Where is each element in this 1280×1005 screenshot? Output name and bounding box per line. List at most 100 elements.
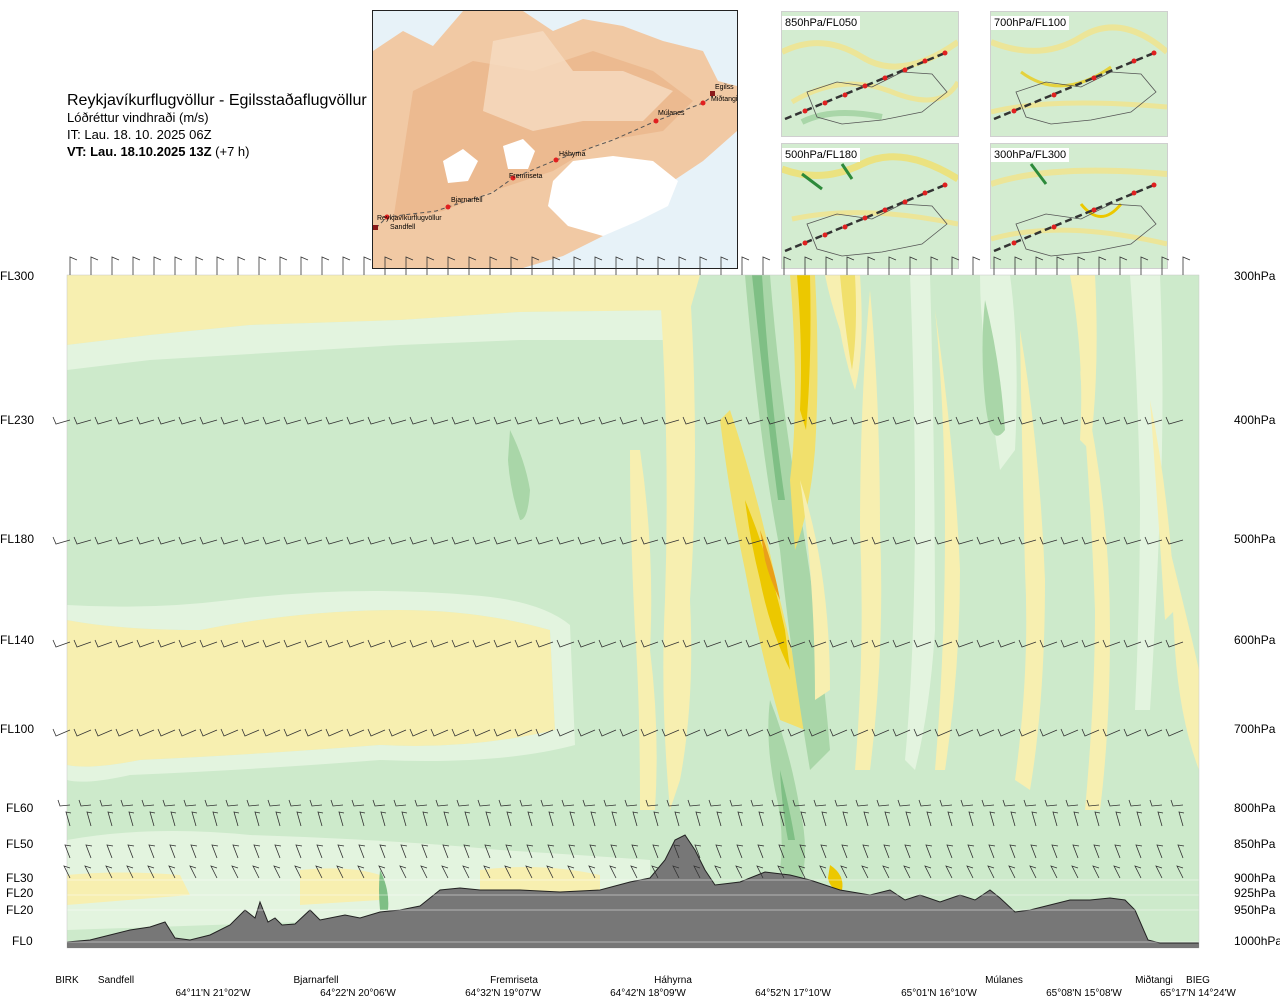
- wind-barb: [505, 844, 513, 859]
- wind-barb: [888, 256, 897, 275]
- wind-barb: [1144, 416, 1163, 425]
- wind-barb: [1056, 256, 1065, 275]
- wind-barb: [128, 811, 135, 827]
- wind-barb: [132, 256, 141, 275]
- field-patch: [1170, 550, 1199, 770]
- coordinate-label: 65°17'N 14°24'W: [1160, 988, 1236, 999]
- wind-barb: [988, 844, 996, 859]
- wind-barb: [94, 536, 113, 545]
- wind-barb: [189, 865, 197, 879]
- wind-barb: [483, 865, 491, 879]
- wind-barb: [443, 811, 450, 827]
- coordinate-label: 65°01'N 16°10'W: [901, 988, 977, 999]
- wind-barb: [199, 536, 218, 545]
- wind-barb: [73, 639, 92, 648]
- wind-barb: [1134, 865, 1142, 879]
- route-point-marker: [653, 118, 659, 124]
- wind-barb: [519, 799, 533, 807]
- wind-barb: [136, 536, 155, 545]
- wind-barb: [422, 811, 429, 827]
- wind-barb: [976, 728, 995, 737]
- wind-barb: [1030, 844, 1038, 859]
- wind-barb: [498, 799, 512, 807]
- wind-barb: [169, 844, 177, 859]
- fl-label: FL180: [0, 532, 35, 546]
- wind-barb: [430, 728, 449, 737]
- minimap-svg: [991, 144, 1167, 268]
- wind-barb: [1081, 728, 1100, 737]
- wind-barb: [409, 416, 428, 425]
- field-patch: [905, 275, 935, 770]
- wind-barb: [762, 256, 771, 275]
- wind-barb: [556, 728, 575, 737]
- wind-barb: [388, 416, 407, 425]
- wind-barb: [241, 728, 260, 737]
- wind-barb: [414, 799, 428, 807]
- wind-barb: [359, 811, 366, 827]
- wind-barb: [777, 865, 785, 879]
- wind-barb: [296, 811, 303, 827]
- wind-barb: [829, 639, 848, 648]
- airport-marker: [373, 225, 378, 230]
- wind-barb: [178, 728, 197, 737]
- wind-barbs-layer: [52, 256, 1191, 879]
- wind-barb: [966, 865, 974, 879]
- fl-label: FL230: [0, 413, 35, 427]
- wind-barb: [884, 811, 891, 827]
- wind-barb: [317, 811, 324, 827]
- wind-barb: [609, 865, 617, 879]
- map-label-bjarnarfell: Bjarnarfell: [451, 197, 483, 204]
- wind-barb: [657, 256, 666, 275]
- wind-barb: [279, 256, 288, 275]
- wind-barb: [336, 865, 344, 879]
- wind-barb: [703, 536, 722, 545]
- wind-barb: [472, 416, 491, 425]
- route-overview-map: Reykjavíkurflugvöllur Sandfell Bjarnarfe…: [372, 10, 738, 269]
- wind-barb: [703, 639, 722, 648]
- wind-barb: [141, 799, 155, 807]
- wind-barb: [1050, 865, 1058, 879]
- wind-barb: [351, 799, 365, 807]
- wind-barb: [821, 811, 828, 827]
- map-label-mulanes: Múlanes: [658, 110, 685, 117]
- parameter-label: Lóðréttur vindhraði (m/s): [67, 110, 209, 125]
- route-point-label: Miðtangi: [1135, 975, 1173, 986]
- wind-barb: [372, 799, 386, 807]
- wind-barb: [892, 639, 911, 648]
- wind-barb: [598, 416, 617, 425]
- wind-barb: [577, 639, 596, 648]
- wind-barb: [111, 256, 120, 275]
- wind-barb: [220, 416, 239, 425]
- wind-barb: [148, 844, 156, 859]
- wind-barb: [451, 728, 470, 737]
- map-label-reykjavik: Reykjavíkurflugvöllur: [377, 215, 442, 222]
- wind-barb: [367, 728, 386, 737]
- wind-barb: [934, 536, 953, 545]
- wind-barb: [640, 728, 659, 737]
- wind-barb: [997, 728, 1016, 737]
- wind-barb: [325, 416, 344, 425]
- wind-barb: [661, 536, 680, 545]
- wind-barb: [787, 639, 806, 648]
- wind-barb: [493, 639, 512, 648]
- wind-barb: [1092, 865, 1100, 879]
- wind-barb: [367, 536, 386, 545]
- wind-barb: [1093, 844, 1101, 859]
- wind-barb: [737, 811, 744, 827]
- wind-barb: [568, 844, 576, 859]
- fl-label: FL300: [0, 269, 35, 283]
- route-point-marker: [445, 204, 451, 210]
- wind-barb: [212, 811, 219, 827]
- wind-barb: [714, 865, 722, 879]
- wind-barb: [610, 844, 618, 859]
- wind-barb: [304, 536, 323, 545]
- wind-barb: [1123, 728, 1142, 737]
- wind-barb: [661, 639, 680, 648]
- wind-barb: [294, 865, 302, 879]
- wind-barb: [913, 416, 932, 425]
- wind-barb: [73, 416, 92, 425]
- wind-barb: [430, 416, 449, 425]
- wind-barb: [997, 536, 1016, 545]
- wind-barb: [283, 536, 302, 545]
- wind-barb: [758, 811, 765, 827]
